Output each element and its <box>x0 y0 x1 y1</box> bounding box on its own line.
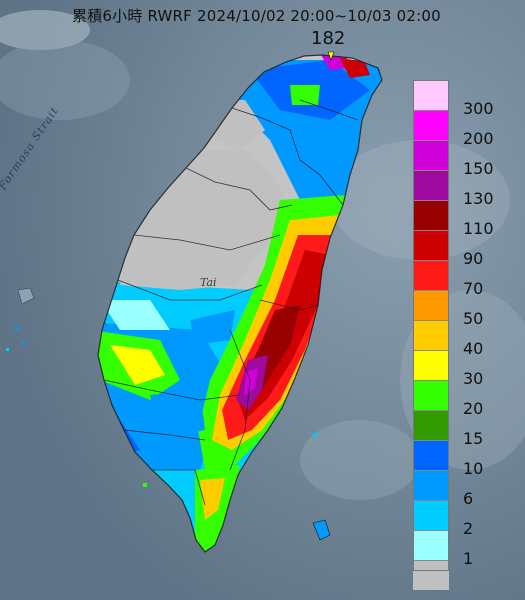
legend-level: 50 <box>413 290 519 328</box>
legend-swatch <box>413 500 449 530</box>
legend-label: 110 <box>463 219 494 238</box>
legend-label: 40 <box>463 339 484 358</box>
legend-label: 30 <box>463 369 484 388</box>
place-label: Tai <box>200 276 217 289</box>
legend-swatch <box>413 170 449 200</box>
legend-swatch <box>413 560 449 590</box>
legend-swatch <box>413 350 449 380</box>
legend-label: 6 <box>463 489 474 508</box>
legend-level: 20 <box>413 380 519 418</box>
legend-label: 50 <box>463 309 484 328</box>
legend-level: 110 <box>413 200 519 238</box>
legend-level: 70 <box>413 260 519 298</box>
legend-swatch <box>413 320 449 350</box>
legend-level: 1 <box>413 530 519 568</box>
legend-swatch <box>413 230 449 260</box>
legend-level: 2 <box>413 500 519 538</box>
legend-swatch <box>413 440 449 470</box>
legend-level: 300 <box>413 80 519 118</box>
legend-swatch <box>413 290 449 320</box>
legend-label: 300 <box>463 99 494 118</box>
legend-swatch <box>413 380 449 410</box>
legend-level: 90 <box>413 230 519 268</box>
legend-label: 15 <box>463 429 484 448</box>
max-marker <box>327 51 335 61</box>
county-boundaries <box>97 54 383 553</box>
legend-level: 30 <box>413 350 519 388</box>
legend-level: 15 <box>413 410 519 448</box>
legend-label: 200 <box>463 129 494 148</box>
legend-label: 90 <box>463 249 484 268</box>
legend-swatch <box>413 200 449 230</box>
legend-label: 1 <box>463 549 474 568</box>
legend-level <box>413 560 519 590</box>
legend-swatch <box>413 410 449 440</box>
map-title: 累積6小時 RWRF 2024/10/02 20:00~10/03 02:00 <box>72 7 441 25</box>
legend-level: 150 <box>413 140 519 178</box>
legend-level: 130 <box>413 170 519 208</box>
legend-label: 20 <box>463 399 484 418</box>
legend-swatch <box>413 470 449 500</box>
legend-swatch <box>413 80 449 110</box>
legend-level: 200 <box>413 110 519 148</box>
legend-swatch <box>413 260 449 290</box>
legend-level: 6 <box>413 470 519 508</box>
legend-swatch <box>413 530 449 560</box>
max-rainfall-value: 182 <box>311 28 346 49</box>
legend-label: 130 <box>463 189 494 208</box>
legend-level: 10 <box>413 440 519 478</box>
legend-label: 70 <box>463 279 484 298</box>
legend-label: 2 <box>463 519 474 538</box>
legend-level: 40 <box>413 320 519 358</box>
legend-label: 150 <box>463 159 494 178</box>
legend-label: 10 <box>463 459 484 478</box>
legend-swatch <box>413 140 449 170</box>
legend-swatch <box>413 110 449 140</box>
outlying-islands <box>6 287 331 541</box>
